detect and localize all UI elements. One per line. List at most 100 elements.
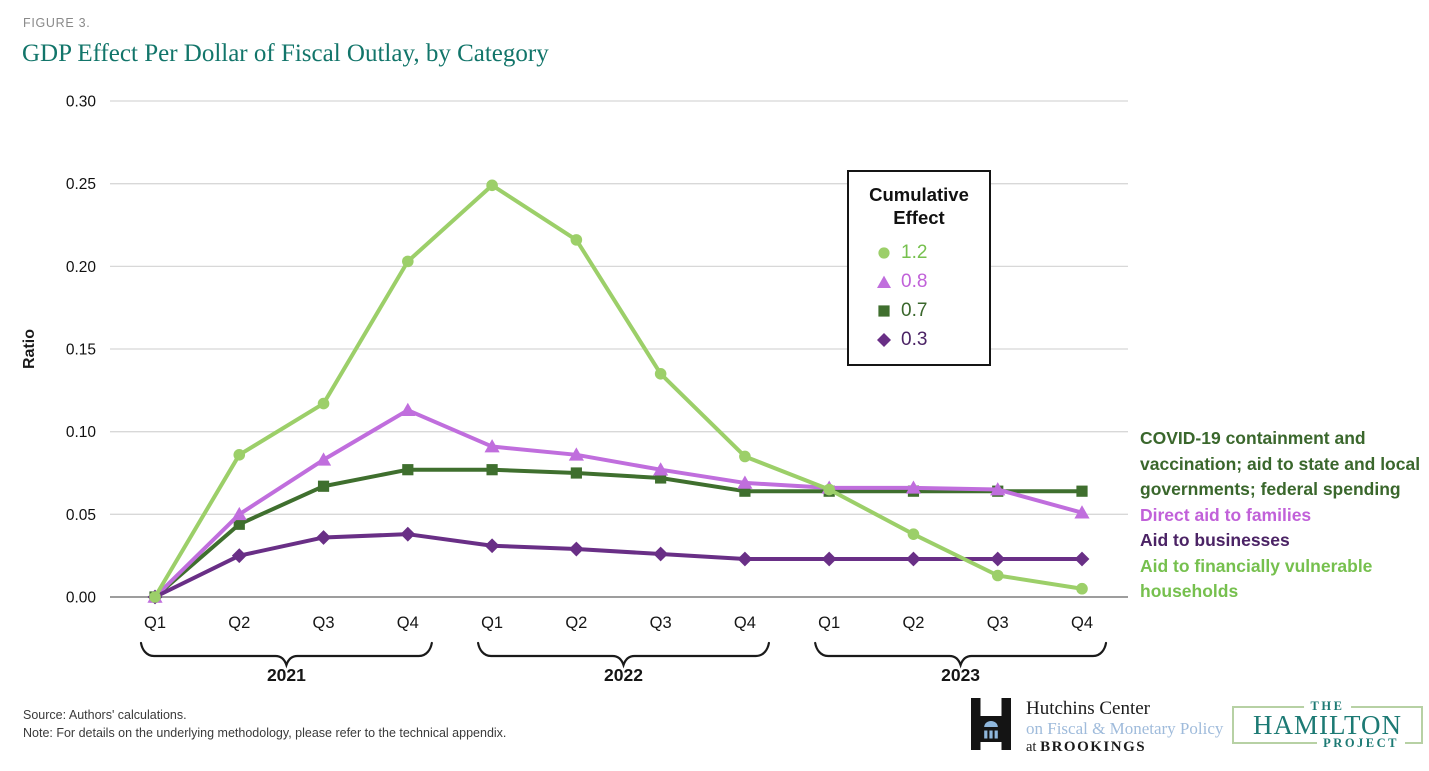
data-point-triangle <box>1074 505 1090 519</box>
data-point-diamond <box>1074 551 1090 567</box>
y-tick-label: 0.00 <box>66 590 97 607</box>
hamilton-project-logo: THE HAMILTON PROJECT <box>1232 699 1423 751</box>
data-point-square <box>402 464 414 476</box>
y-tick-label: 0.30 <box>66 94 97 111</box>
data-point-diamond <box>990 551 1006 567</box>
legend-title-line2: Effect <box>893 207 945 228</box>
x-tick-label: Q1 <box>818 614 840 632</box>
x-tick-label: Q4 <box>397 614 419 632</box>
hamilton-the: THE <box>1303 699 1352 714</box>
category-label-vulnerable-households: Aid to financially vulnerable households <box>1140 555 1373 602</box>
data-point-circle <box>233 449 246 461</box>
source-note: Source: Authors' calculations. <box>23 708 187 722</box>
y-tick-label: 0.25 <box>66 176 96 193</box>
year-label: 2023 <box>941 665 980 685</box>
x-tick-label: Q2 <box>228 614 250 632</box>
hamilton-name: HAMILTON <box>1252 710 1402 740</box>
y-tick-label: 0.05 <box>66 507 96 524</box>
data-point-triangle <box>568 447 584 461</box>
data-point-diamond <box>653 546 669 562</box>
hutchins-center-logo: Hutchins Center on Fiscal & Monetary Pol… <box>971 698 1223 757</box>
hutchins-tagline: on Fiscal & Monetary Policy <box>1026 719 1224 738</box>
methodology-note: Note: For details on the underlying meth… <box>23 726 507 740</box>
hutchins-logo-text: Hutchins Center on Fiscal & Monetary Pol… <box>1026 698 1223 757</box>
data-point-circle <box>739 450 751 463</box>
data-point-square <box>317 480 330 492</box>
series-line-circle <box>153 183 1085 599</box>
hutchins-h-icon <box>971 698 1011 757</box>
legend-title-line1: Cumulative <box>869 184 969 205</box>
data-point-square <box>1076 485 1088 497</box>
y-tick-label: 0.15 <box>66 342 96 359</box>
legend-item-covid-containment: 0.7 <box>849 296 989 325</box>
legend-value: 0.3 <box>901 328 928 350</box>
y-tick-label: 0.20 <box>66 259 97 276</box>
year-label: 2022 <box>604 665 643 685</box>
series-line-diamond <box>153 532 1085 599</box>
square-marker-icon <box>876 303 892 319</box>
x-tick-label: Q3 <box>650 614 672 632</box>
data-point-square <box>570 467 582 479</box>
data-point-diamond <box>737 551 753 567</box>
data-point-circle <box>823 483 835 496</box>
hutchins-name: Hutchins Center <box>1026 698 1151 719</box>
series-category-labels: COVID-19 containment and vaccination; ai… <box>1140 426 1424 605</box>
data-point-square <box>233 518 245 530</box>
x-tick-label: Q3 <box>987 614 1009 632</box>
legend-item-vulnerable-households: 1.2 <box>849 238 989 267</box>
legend-box: Cumulative Effect 1.2 0.8 0.7 0.3 <box>847 170 991 366</box>
triangle-marker-icon <box>876 274 892 290</box>
legend-value: 0.7 <box>901 299 928 321</box>
data-point-diamond <box>906 551 921 567</box>
data-point-triangle <box>990 482 1006 496</box>
x-tick-label: Q3 <box>313 614 335 632</box>
data-point-circle <box>1076 582 1088 595</box>
x-tick-label: Q4 <box>734 614 756 632</box>
data-point-triangle <box>315 452 332 466</box>
circle-marker-icon <box>876 245 892 261</box>
data-point-square <box>486 464 498 476</box>
data-point-triangle <box>484 439 500 453</box>
data-point-circle <box>402 255 414 268</box>
data-point-diamond <box>568 541 584 557</box>
y-axis-title: Ratio <box>21 329 38 369</box>
data-point-square <box>655 472 667 484</box>
year-brace <box>139 641 433 669</box>
legend-value: 0.8 <box>901 270 928 292</box>
data-point-circle <box>149 591 161 603</box>
data-point-circle <box>486 179 498 192</box>
year-brace <box>476 641 771 669</box>
hutchins-brookings: at BROOKINGS <box>1026 739 1147 755</box>
data-point-square <box>739 485 751 497</box>
figure-number-label: FIGURE 3. <box>23 16 91 30</box>
data-point-circle <box>317 397 330 410</box>
series-line-triangle <box>153 408 1085 599</box>
chart-title: GDP Effect Per Dollar of Fiscal Outlay, … <box>22 40 549 67</box>
category-label-covid-containment: COVID-19 containment and vaccination; ai… <box>1140 428 1421 499</box>
series-line-square <box>153 467 1085 599</box>
y-tick-label: 0.10 <box>66 424 97 441</box>
data-point-triangle <box>231 506 247 521</box>
data-point-circle <box>570 234 583 246</box>
legend-item-aid-businesses: 0.3 <box>849 325 989 354</box>
data-point-triangle <box>905 480 922 494</box>
legend-item-direct-aid-families: 0.8 <box>849 267 989 296</box>
legend-items: 1.2 0.8 0.7 0.3 <box>849 238 989 354</box>
legend-value: 1.2 <box>901 241 928 263</box>
x-tick-label: Q4 <box>1071 614 1093 632</box>
data-point-diamond <box>821 551 837 567</box>
data-point-triangle <box>737 475 753 489</box>
data-point-diamond <box>400 526 416 542</box>
x-tick-label: Q1 <box>481 614 503 632</box>
x-tick-label: Q2 <box>565 614 587 632</box>
legend-title: Cumulative Effect <box>849 183 989 229</box>
data-point-circle <box>654 368 667 380</box>
diamond-marker-icon <box>876 332 892 348</box>
x-tick-label: Q2 <box>902 614 924 632</box>
category-label-aid-businesses: Aid to businesses <box>1140 530 1290 550</box>
year-label: 2021 <box>267 665 306 685</box>
data-point-diamond <box>231 548 247 564</box>
category-label-direct-aid-families: Direct aid to families <box>1140 504 1312 525</box>
data-point-circle <box>991 569 1004 582</box>
